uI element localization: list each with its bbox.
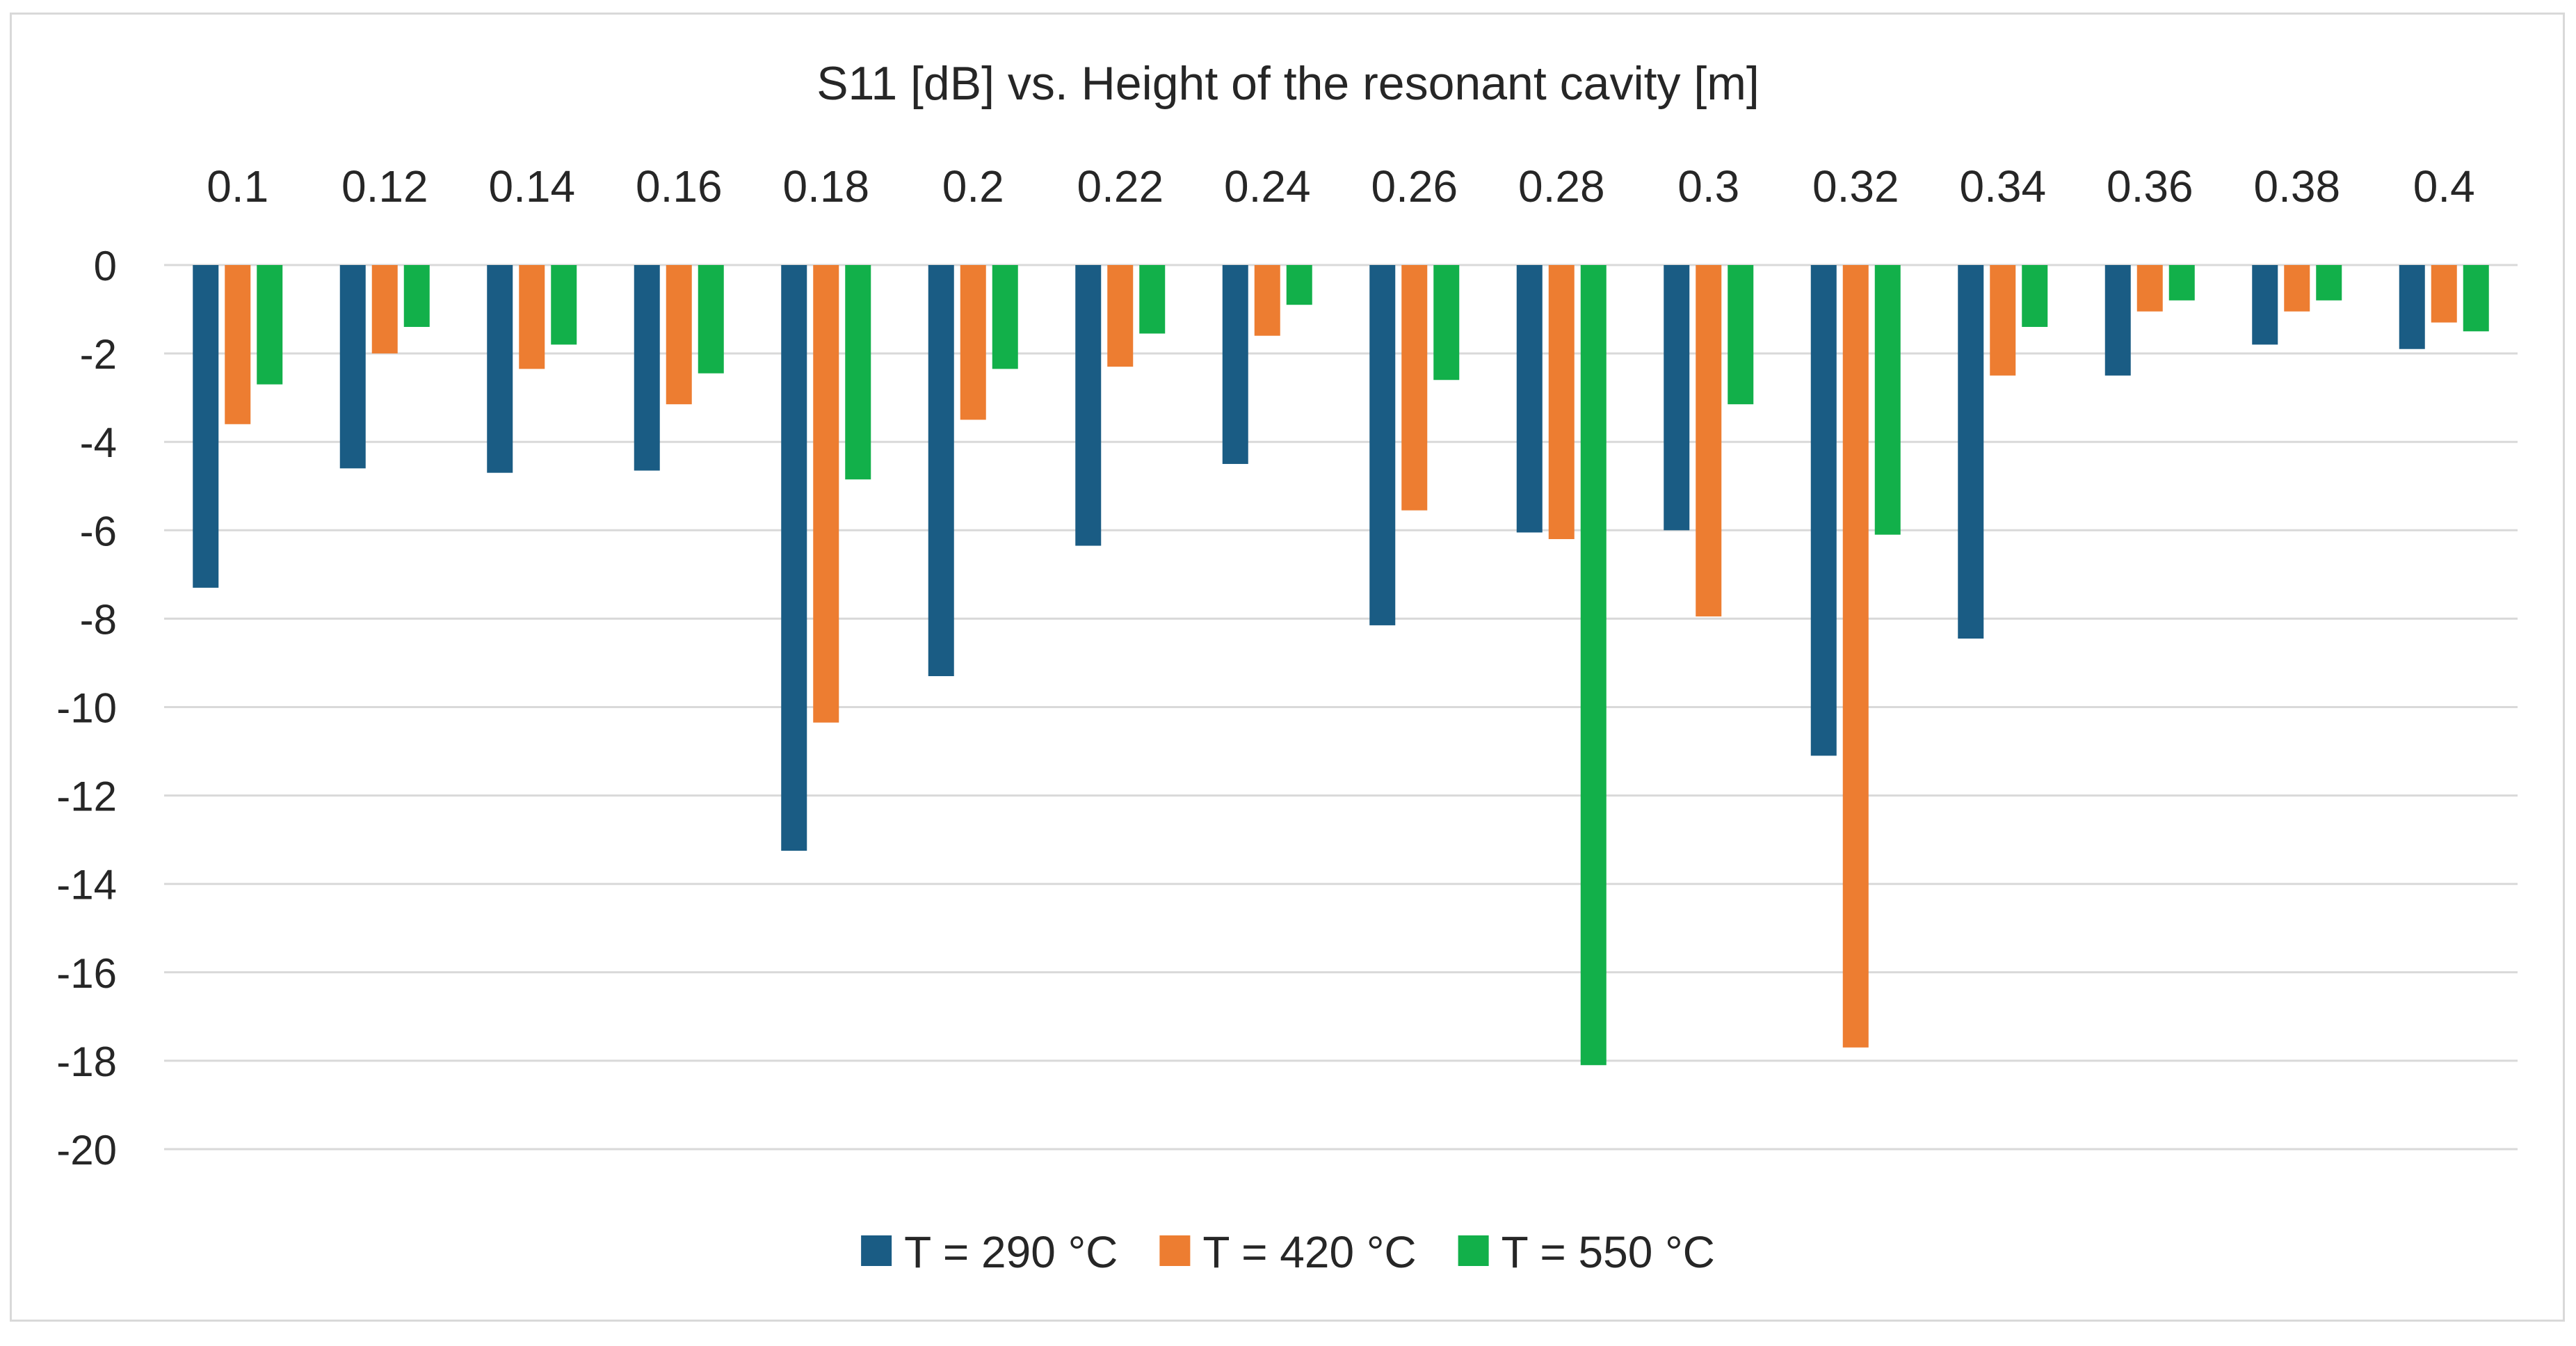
x-tick-labels: 0.1 0.12 0.14 0.16 0.18 0.2 0.22 0.24 0.26 0.28 0.… [207, 161, 2474, 211]
bar [193, 265, 219, 588]
bar [339, 265, 366, 469]
y-tick-label: -20 [56, 1127, 117, 1173]
bar [257, 265, 283, 385]
bar [519, 265, 545, 369]
y-tick-label: -6 [80, 508, 117, 554]
bar [551, 265, 577, 345]
bar [1874, 265, 1901, 535]
bar [1728, 265, 1754, 405]
y-tick-label: -2 [80, 331, 117, 378]
y-tick-label: -12 [56, 774, 117, 820]
bar [1369, 265, 1396, 625]
y-tick-label: -16 [56, 950, 117, 997]
bar [992, 265, 1018, 369]
bar [403, 265, 430, 327]
y-tick-labels: 0 -2 -4 -6 -8 -10 -12 -14 -16 -18 -20 [56, 243, 117, 1173]
x-tick-label: 0.26 [1371, 161, 1458, 211]
bars [193, 265, 2489, 1066]
bar [813, 265, 839, 723]
bar [1286, 265, 1312, 305]
bar [371, 265, 398, 354]
bar [1222, 265, 1248, 464]
legend-swatch [1458, 1235, 1489, 1266]
y-tick-label: 0 [94, 243, 117, 289]
bar [1664, 265, 1690, 531]
x-tick-label: 0.18 [782, 161, 869, 211]
bar [960, 265, 986, 420]
x-tick-label: 0.3 [1677, 161, 1739, 211]
y-tick-label: -4 [80, 419, 117, 466]
x-tick-label: 0.2 [942, 161, 1004, 211]
bar [845, 265, 871, 480]
chart-title: S11 [dB] vs. Height of the resonant cavi… [816, 57, 1760, 110]
bar [2316, 265, 2342, 301]
bar [1516, 265, 1543, 533]
bar [1958, 265, 1984, 639]
bar [2136, 265, 2163, 312]
bar [1107, 265, 1134, 367]
bar [2168, 265, 2195, 301]
x-tick-label: 0.22 [1077, 161, 1164, 211]
bar [1580, 265, 1607, 1066]
x-tick-label: 0.32 [1812, 161, 1899, 211]
bar [1990, 265, 2016, 376]
bar [1401, 265, 1428, 511]
legend-swatch [861, 1235, 892, 1266]
y-tick-label: -18 [56, 1039, 117, 1085]
bar [2284, 265, 2310, 312]
x-tick-label: 0.34 [1959, 161, 2046, 211]
bar [1696, 265, 1722, 617]
bar [2431, 265, 2457, 323]
x-tick-label: 0.1 [207, 161, 268, 211]
legend-label: T = 420 °C [1202, 1227, 1416, 1277]
bar [2022, 265, 2048, 327]
bar [2252, 265, 2278, 345]
y-tick-label: -8 [80, 596, 117, 643]
x-tick-label: 0.28 [1518, 161, 1605, 211]
x-tick-label: 0.16 [636, 161, 723, 211]
bar [2104, 265, 2131, 376]
bar [225, 265, 251, 424]
x-tick-label: 0.24 [1224, 161, 1311, 211]
bar [1254, 265, 1280, 336]
y-tick-label: -14 [56, 862, 117, 908]
legend: T = 290 °C T = 420 °C T = 550 °C [861, 1227, 1715, 1277]
x-tick-label: 0.14 [488, 161, 575, 211]
bar [781, 265, 807, 851]
legend-label: T = 290 °C [904, 1227, 1118, 1277]
legend-label: T = 550 °C [1502, 1227, 1715, 1277]
bar [1139, 265, 1166, 334]
bar [1842, 265, 1869, 1048]
bar [487, 265, 513, 473]
bar [2399, 265, 2425, 349]
bar [928, 265, 954, 677]
x-tick-label: 0.38 [2253, 161, 2340, 211]
x-tick-label: 0.4 [2413, 161, 2475, 211]
gridlines [164, 264, 2518, 1151]
legend-swatch [1159, 1235, 1191, 1266]
bar [1433, 265, 1460, 380]
bar [698, 265, 724, 374]
x-tick-label: 0.12 [341, 161, 428, 211]
bar [1548, 265, 1575, 540]
chart-frame [10, 13, 2565, 1322]
bar [2463, 265, 2489, 332]
bar [666, 265, 692, 405]
bar [1810, 265, 1837, 756]
bar [634, 265, 660, 471]
x-tick-label: 0.36 [2107, 161, 2193, 211]
bar [1075, 265, 1102, 546]
y-tick-label: -10 [56, 685, 117, 732]
